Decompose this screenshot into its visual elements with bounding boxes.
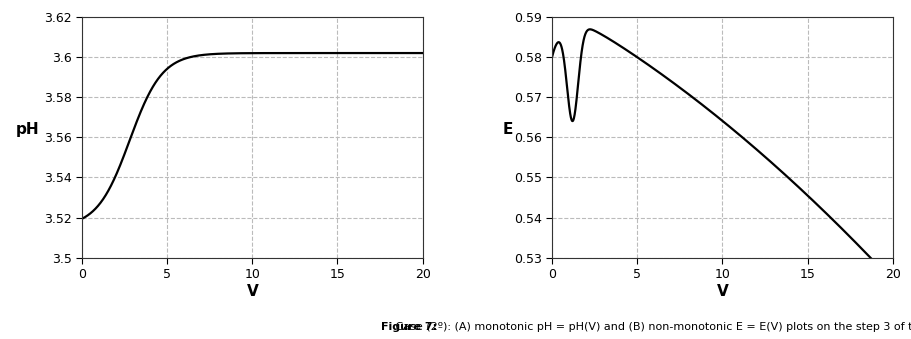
Text: Figure 7:: Figure 7: [382, 322, 437, 332]
Y-axis label: E: E [503, 122, 513, 137]
Text: Case (2º): (A) monotonic pH = pH(V) and (B) non-monotonic E = E(V) plots on the : Case (2º): (A) monotonic pH = pH(V) and … [392, 322, 911, 332]
X-axis label: V: V [717, 284, 728, 299]
X-axis label: V: V [247, 284, 258, 299]
Y-axis label: pH: pH [15, 122, 39, 137]
